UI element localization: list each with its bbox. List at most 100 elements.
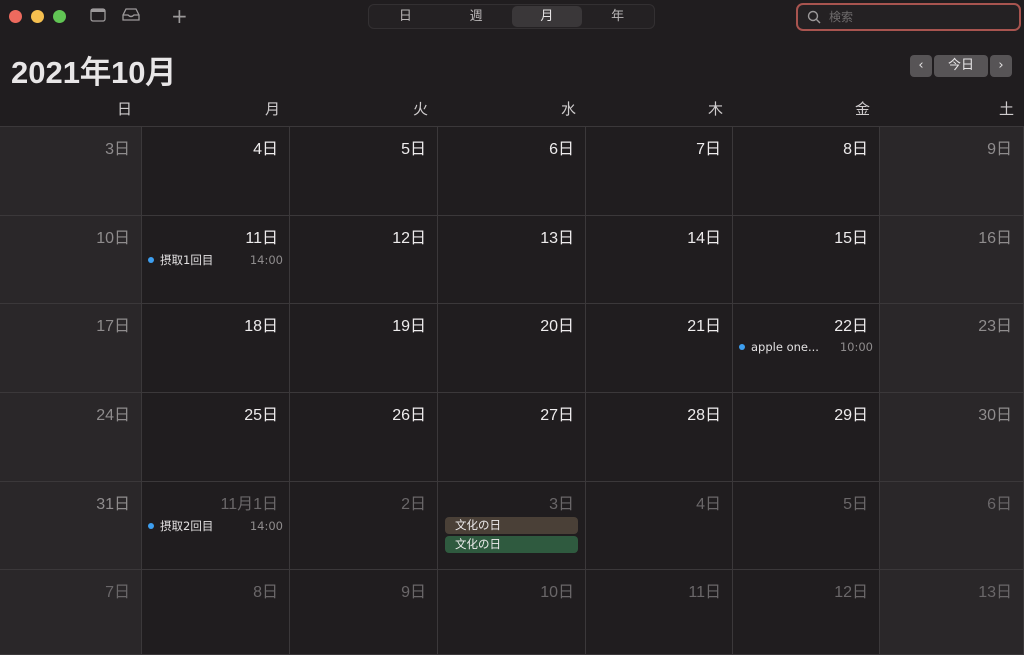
day-cell[interactable]: 29日 xyxy=(733,393,880,482)
day-cell[interactable]: 9日 xyxy=(880,127,1024,216)
day-cell[interactable]: 9日 xyxy=(290,570,438,655)
day-number: 30日 xyxy=(978,407,1012,424)
view-tab[interactable]: 年 xyxy=(611,9,625,24)
inbox-icon[interactable] xyxy=(122,8,140,26)
day-cell[interactable]: 8日 xyxy=(142,570,290,655)
weekday-header: 金 xyxy=(854,100,870,118)
day-number: 24日 xyxy=(96,407,130,424)
weekday-header: 土 xyxy=(998,100,1014,118)
day-cell[interactable]: 8日 xyxy=(733,127,880,216)
day-cell[interactable]: 25日 xyxy=(142,393,290,482)
day-number: 22日 xyxy=(834,318,868,335)
event-title: 摂取2回目 xyxy=(160,519,214,533)
all-day-event[interactable]: 文化の日 xyxy=(445,517,578,534)
day-cell[interactable]: 10日 xyxy=(0,216,142,304)
day-number: 2日 xyxy=(401,496,426,513)
close-button[interactable] xyxy=(9,10,22,23)
day-cell[interactable]: 11日 xyxy=(586,570,733,655)
day-cell[interactable]: 18日 xyxy=(142,304,290,393)
day-number: 28日 xyxy=(687,407,721,424)
day-number: 3日 xyxy=(105,141,130,158)
day-number: 31日 xyxy=(96,496,130,513)
day-cell[interactable]: 30日 xyxy=(880,393,1024,482)
today-button[interactable]: 今日 xyxy=(934,55,988,77)
previous-month-button[interactable]: ‹ xyxy=(910,55,932,77)
day-cell[interactable]: 3日 文化の日 文化の日 xyxy=(438,482,586,570)
day-cell[interactable]: 17日 xyxy=(0,304,142,393)
day-number: 4日 xyxy=(253,141,278,158)
day-cell[interactable]: 6日 xyxy=(438,127,586,216)
zoom-button[interactable] xyxy=(53,10,66,23)
day-cell[interactable]: 15日 xyxy=(733,216,880,304)
day-number: 29日 xyxy=(834,407,868,424)
day-cell[interactable]: 12日 xyxy=(733,570,880,655)
view-tab[interactable]: 日 xyxy=(398,9,412,24)
page-title: 2021年10月 xyxy=(11,55,177,90)
calendar-event[interactable]: 摂取2回目 14:00 xyxy=(148,518,283,534)
search-input[interactable] xyxy=(829,10,1009,24)
day-cell[interactable]: 20日 xyxy=(438,304,586,393)
event-dot-icon xyxy=(148,257,154,263)
day-number: 9日 xyxy=(987,141,1012,158)
day-cell[interactable]: 27日 xyxy=(438,393,586,482)
day-cell[interactable]: 31日 xyxy=(0,482,142,570)
event-time: 10:00 xyxy=(839,340,873,354)
month-grid: 3日 4日 5日 6日 7日 8日 9日 10日 11日 摂取1回目 14:00 12日 13日 14日 1… xyxy=(0,126,1024,655)
day-cell[interactable]: 5日 xyxy=(733,482,880,570)
view-switcher: 日週月年 xyxy=(368,4,655,29)
date-navigation: ‹ 今日 › xyxy=(910,55,1012,77)
day-cell[interactable]: 10日 xyxy=(438,570,586,655)
day-cell[interactable]: 19日 xyxy=(290,304,438,393)
day-number: 15日 xyxy=(834,230,868,247)
day-cell[interactable]: 26日 xyxy=(290,393,438,482)
view-tab[interactable]: 週 xyxy=(469,9,483,24)
day-number: 10日 xyxy=(540,584,574,601)
day-cell[interactable]: 23日 xyxy=(880,304,1024,393)
day-cell[interactable]: 21日 xyxy=(586,304,733,393)
calendar-event[interactable]: apple one... 10:00 xyxy=(739,340,873,354)
day-number: 7日 xyxy=(105,584,130,601)
day-number: 7日 xyxy=(696,141,721,158)
minimize-button[interactable] xyxy=(31,10,44,23)
day-cell[interactable]: 7日 xyxy=(0,570,142,655)
search-field[interactable] xyxy=(796,3,1021,31)
day-cell[interactable]: 22日 apple one... 10:00 xyxy=(733,304,880,393)
day-cell[interactable]: 12日 xyxy=(290,216,438,304)
day-cell[interactable]: 4日 xyxy=(586,482,733,570)
day-number: 19日 xyxy=(392,318,426,335)
event-dot-icon xyxy=(148,523,154,529)
day-cell[interactable]: 7日 xyxy=(586,127,733,216)
day-cell[interactable]: 28日 xyxy=(586,393,733,482)
calendar-list-icon[interactable] xyxy=(90,8,106,26)
event-title: apple one... xyxy=(751,340,819,354)
day-cell[interactable]: 13日 xyxy=(438,216,586,304)
day-cell[interactable]: 14日 xyxy=(586,216,733,304)
day-cell[interactable]: 11月1日 摂取2回目 14:00 xyxy=(142,482,290,570)
day-cell[interactable]: 6日 xyxy=(880,482,1024,570)
day-cell[interactable]: 24日 xyxy=(0,393,142,482)
day-number: 13日 xyxy=(978,584,1012,601)
day-number: 3日 xyxy=(549,496,574,513)
calendar-event[interactable]: 摂取1回目 14:00 xyxy=(148,252,283,268)
view-tab[interactable]: 月 xyxy=(511,6,583,27)
weekday-header: 日 xyxy=(116,100,132,118)
day-number: 10日 xyxy=(96,230,130,247)
day-number: 17日 xyxy=(96,318,130,335)
day-number: 11月1日 xyxy=(220,496,278,513)
day-number: 18日 xyxy=(244,318,278,335)
next-month-button[interactable]: › xyxy=(990,55,1012,77)
day-cell[interactable]: 2日 xyxy=(290,482,438,570)
day-number: 16日 xyxy=(978,230,1012,247)
day-cell[interactable]: 11日 摂取1回目 14:00 xyxy=(142,216,290,304)
day-cell[interactable]: 3日 xyxy=(0,127,142,216)
search-icon xyxy=(807,10,821,24)
day-number: 21日 xyxy=(687,318,721,335)
add-icon[interactable]: + xyxy=(171,4,188,28)
event-time: 14:00 xyxy=(249,519,283,533)
day-cell[interactable]: 16日 xyxy=(880,216,1024,304)
day-cell[interactable]: 4日 xyxy=(142,127,290,216)
all-day-event[interactable]: 文化の日 xyxy=(445,536,578,553)
day-cell[interactable]: 13日 xyxy=(880,570,1024,655)
day-cell[interactable]: 5日 xyxy=(290,127,438,216)
event-title: 摂取1回目 xyxy=(160,253,214,267)
